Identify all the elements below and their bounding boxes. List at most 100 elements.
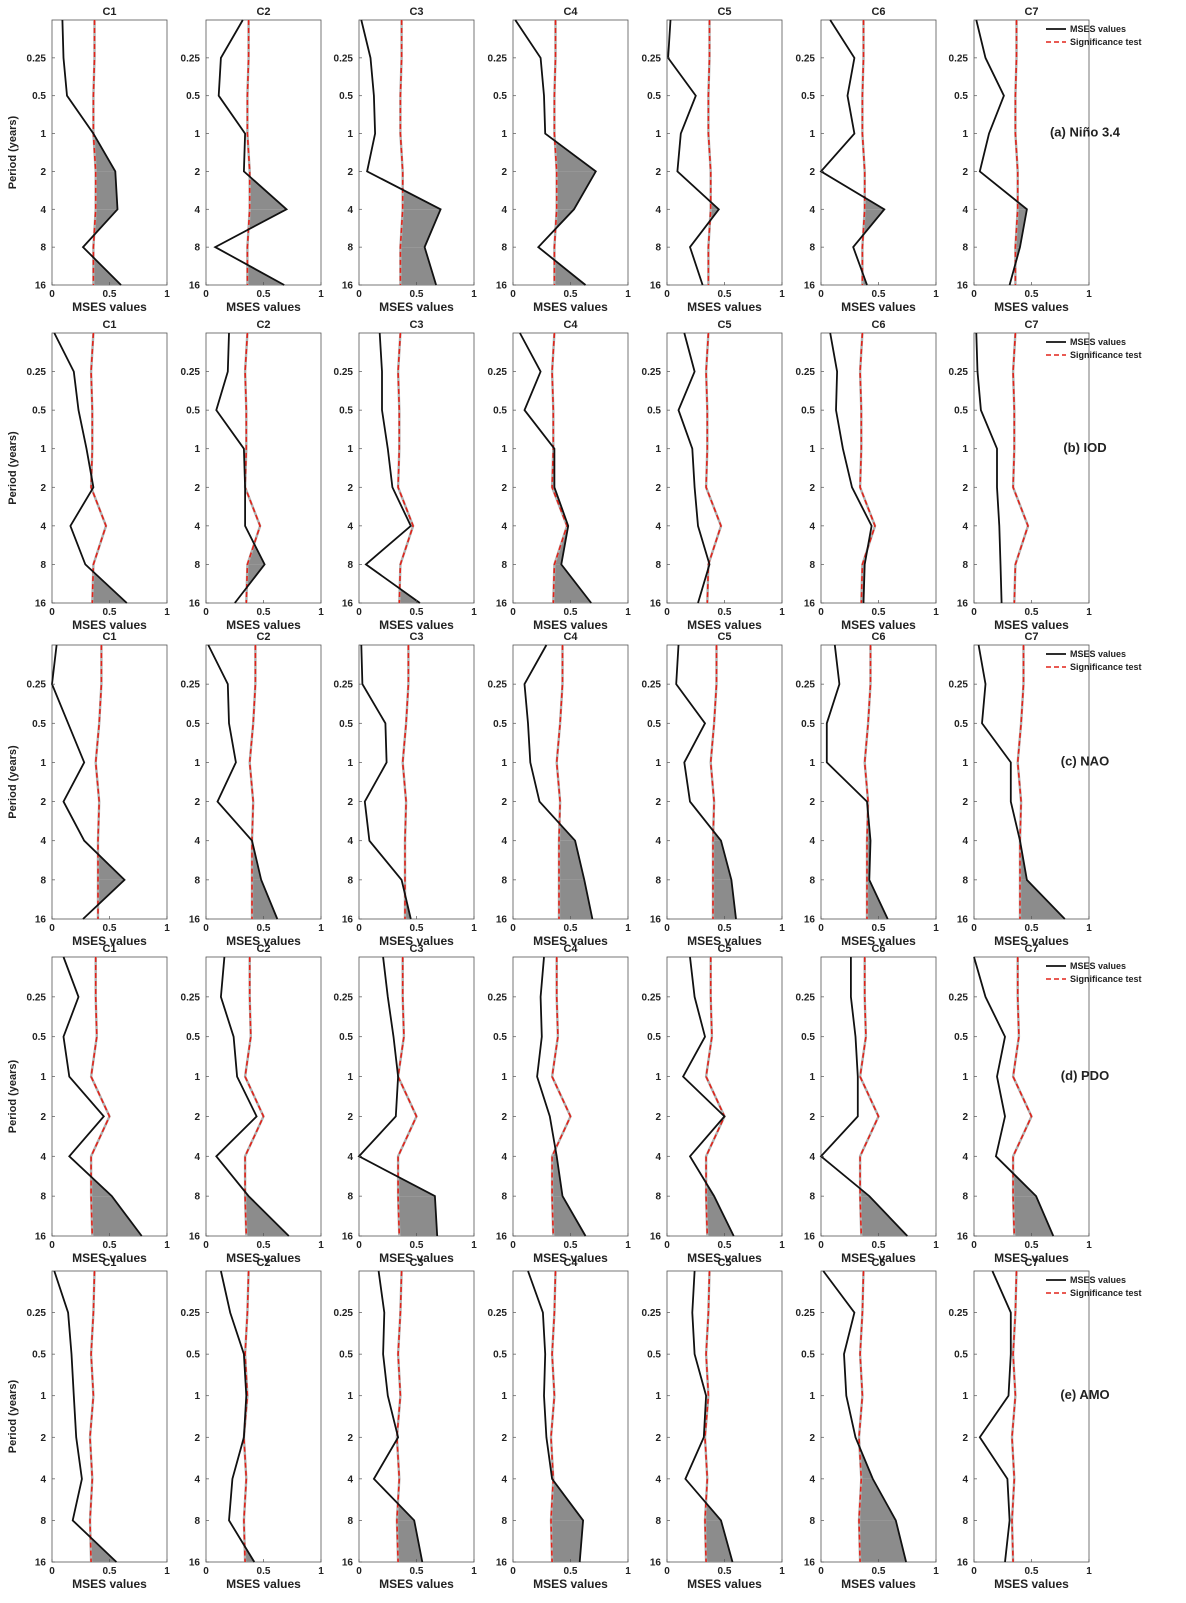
x-tick-label: 0.5: [1025, 923, 1039, 934]
y-tick-label: 0.5: [186, 91, 200, 102]
panel-frame: [666, 332, 783, 604]
y-tick-label: 1: [962, 444, 968, 455]
panel-c2: C2 0.25 0.5 1 2 4 8 160 0.5 1 MSES values: [181, 1257, 325, 1591]
exceedance-area: [91, 1196, 142, 1236]
y-tick-label: 16: [35, 1558, 47, 1569]
y-tick-label: 8: [40, 1192, 46, 1203]
y-tick-label: 1: [40, 444, 46, 455]
x-tick-label: 1: [471, 1240, 477, 1251]
x-tick-label: 0: [203, 1566, 209, 1577]
panel-title: C5: [717, 6, 731, 18]
y-tick-label: 2: [962, 797, 968, 808]
panel-title: C4: [563, 943, 578, 955]
significance-line: [90, 957, 111, 1237]
row-label: (a) Niño 3.4: [1050, 125, 1121, 140]
x-tick-label: 0.5: [1025, 607, 1039, 618]
exceedance-area: [247, 543, 265, 565]
y-tick-label: 0.25: [27, 367, 47, 378]
exceedance-area: [400, 209, 441, 248]
y-tick-label: 8: [962, 243, 968, 254]
y-tick-label: 8: [194, 243, 200, 254]
y-tick-label: 1: [655, 129, 661, 140]
x-tick-label: 0.5: [718, 289, 732, 300]
exceedance-area: [559, 840, 585, 880]
x-tick-label: 0: [510, 923, 516, 934]
y-tick-label: 8: [655, 875, 661, 886]
significance-line: [396, 1270, 403, 1563]
x-tick-label: 0.5: [1025, 289, 1039, 300]
y-tick-label: 1: [655, 758, 661, 769]
panel-frame: [205, 644, 322, 920]
panel-frame: [973, 956, 1090, 1237]
panel-frame: [358, 332, 475, 604]
significance-line: [94, 645, 103, 919]
x-tick-label: 1: [779, 923, 785, 934]
y-tick-label: 4: [194, 521, 200, 532]
panel-c6: C6 0.25 0.5 1 2 4 8 160 0.5 1 MSES values: [796, 943, 940, 1265]
x-tick-label: 0: [818, 607, 824, 618]
panel-frame: [51, 956, 168, 1237]
x-tick-label: 0.5: [257, 289, 271, 300]
x-tick-label: 0.5: [872, 1240, 886, 1251]
x-axis-label: MSES values: [72, 1577, 147, 1591]
x-tick-label: 0: [203, 923, 209, 934]
x-tick-label: 0: [971, 289, 977, 300]
mses-line: [977, 644, 1066, 920]
y-tick-label: 16: [804, 1232, 816, 1243]
x-tick-label: 0: [49, 1240, 55, 1251]
x-axis-label: MSES values: [72, 934, 147, 948]
panel-c3: C3 0.25 0.5 1 2 4 8 160 0.5 1 MSES values: [334, 1257, 478, 1591]
y-tick-label: 8: [194, 875, 200, 886]
panel-c6: C6 0.25 0.5 1 2 4 8 160 0.5 1 MSES values: [796, 319, 940, 632]
panel-c1: C1 0.25 0.5 1 2 4 8 160 0.5 1 MSES values: [27, 631, 171, 948]
y-tick-label: 16: [650, 1558, 662, 1569]
y-tick-label: 4: [809, 1152, 815, 1163]
significance-line: [861, 20, 866, 285]
y-tick-label: 0.25: [181, 1308, 201, 1319]
mses-line: [357, 956, 439, 1237]
mses-line: [364, 332, 421, 604]
y-tick-label: 1: [809, 1391, 815, 1402]
y-tick-label: 2: [655, 483, 661, 494]
mses-line: [975, 19, 1028, 286]
y-axis-label: Period (years): [7, 1059, 19, 1133]
significance-line: [248, 645, 257, 919]
panel-title: C4: [563, 631, 578, 643]
y-tick-label: 16: [650, 915, 662, 926]
panel-c7: C7 0.25 0.5 1 2 4 8 160 0.5 1 MSES values: [949, 1257, 1093, 1591]
y-tick-label: 0.25: [334, 53, 354, 64]
x-axis-label: MSES values: [226, 1251, 301, 1265]
y-tick-label: 16: [189, 915, 201, 926]
mses-line: [62, 956, 143, 1237]
x-tick-label: 1: [933, 289, 939, 300]
y-tick-label: 4: [655, 836, 661, 847]
significance-line-shadow: [550, 332, 569, 604]
y-tick-label: 4: [40, 1474, 46, 1485]
y-tick-label: 8: [962, 1192, 968, 1203]
y-tick-label: 0.25: [334, 992, 354, 1003]
mses-line: [819, 957, 908, 1237]
x-axis-label: MSES values: [379, 1251, 454, 1265]
y-tick-label: 4: [655, 1474, 661, 1485]
x-tick-label: 0: [203, 1240, 209, 1251]
y-tick-label: 8: [40, 875, 46, 886]
x-tick-label: 0: [356, 289, 362, 300]
panel-c5: C5 0.25 0.5 1 2 4 8 160 0.5 1 MSES values: [642, 631, 786, 948]
y-tick-label: 8: [962, 1516, 968, 1527]
y-tick-label: 0.25: [334, 1308, 354, 1319]
x-tick-label: 0: [971, 1566, 977, 1577]
y-tick-label: 2: [347, 797, 353, 808]
y-tick-label: 16: [496, 599, 508, 610]
x-tick-label: 1: [164, 1566, 170, 1577]
panel-title: C6: [871, 319, 885, 331]
y-tick-label: 8: [501, 1192, 507, 1203]
significance-line-shadow: [1011, 332, 1030, 604]
y-tick-label: 0.5: [954, 91, 968, 102]
exceedance-area: [559, 879, 593, 919]
y-tick-label: 0.25: [642, 680, 662, 691]
x-axis-label: MSES values: [533, 1251, 608, 1265]
panel-title: C3: [409, 319, 423, 331]
x-tick-label: 0: [49, 1566, 55, 1577]
x-tick-label: 0.5: [257, 923, 271, 934]
exceedance-area: [553, 564, 592, 603]
